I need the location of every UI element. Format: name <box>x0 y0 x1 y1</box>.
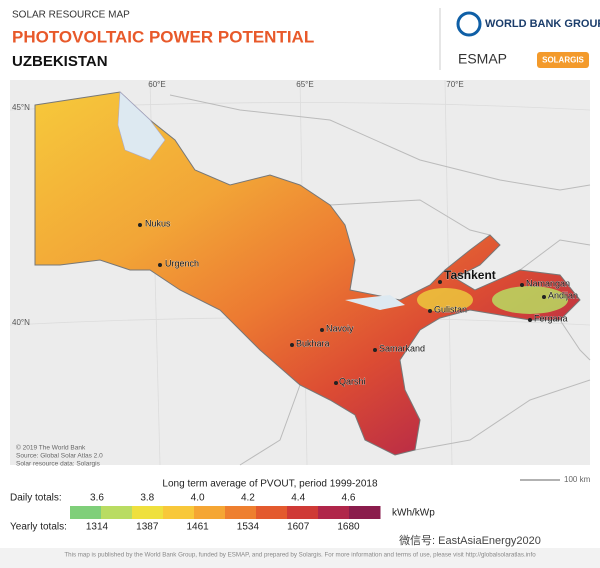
footer-bar <box>0 548 600 568</box>
city-label: Gulistan <box>434 304 467 314</box>
fergana-valley <box>492 286 568 314</box>
city-dot <box>138 223 142 227</box>
credit: Solar resource data: Solargis <box>16 461 101 468</box>
latitude-label: 40°N <box>12 318 30 327</box>
city-label: Tashkent <box>444 268 496 282</box>
city-label: Qarshi <box>339 376 366 386</box>
city-label: Namangan <box>526 278 570 288</box>
wb-logo <box>456 11 482 37</box>
legend-swatch <box>163 506 195 519</box>
daily-value: 3.8 <box>140 493 154 504</box>
yearly-value: 1680 <box>337 522 360 533</box>
solargis-badge <box>537 52 589 68</box>
city-label: Fergana <box>534 313 568 323</box>
title: PHOTOVOLTAIC POWER POTENTIAL <box>12 27 314 46</box>
country-shape <box>34 91 581 456</box>
daily-value: 4.2 <box>241 493 255 504</box>
country: UZBEKISTAN <box>12 53 108 70</box>
aral-sea <box>117 91 166 161</box>
yearly-value: 1314 <box>86 522 109 533</box>
watermark: 微信号: EastAsiaEnergy2020 <box>399 533 541 547</box>
city-dot <box>438 280 442 284</box>
city-label: Andijan <box>548 290 578 300</box>
daily-value: 3.6 <box>90 493 104 504</box>
daily-value: 4.6 <box>342 493 356 504</box>
city-dot <box>520 283 524 287</box>
legend-swatch <box>194 506 226 519</box>
city-dot <box>528 318 532 322</box>
legend-swatch <box>349 506 381 519</box>
lake <box>345 295 405 310</box>
longitude-label: 60°E <box>148 80 165 89</box>
yearly-value: 1607 <box>287 522 310 533</box>
city-dot <box>334 381 338 385</box>
credit: Source: Global Solar Atlas 2.0 <box>16 453 103 460</box>
yearly-value: 1461 <box>186 522 209 533</box>
legend-swatch <box>70 506 102 519</box>
kicker: SOLAR RESOURCE MAP <box>12 10 130 21</box>
legend-caption: Long term average of PVOUT, period 1999-… <box>162 479 378 490</box>
city-label: Navoiy <box>326 323 354 333</box>
city-label: Urgench <box>165 258 199 268</box>
city-label: Samarkand <box>379 343 425 353</box>
daily-label: Daily totals: <box>10 493 62 504</box>
neighbor-borders <box>169 94 591 466</box>
yearly-label: Yearly totals: <box>10 522 67 533</box>
legend-swatch <box>256 506 288 519</box>
wb-text: WORLD BANK GROUP <box>485 18 600 30</box>
scale-label: 100 km <box>564 475 591 484</box>
legend-unit: kWh/kWp <box>392 508 435 519</box>
footer: This map is published by the World Bank … <box>64 552 536 559</box>
daily-value: 4.0 <box>191 493 205 504</box>
city-dot <box>542 295 546 299</box>
city-label: Bukhara <box>296 338 330 348</box>
daily-value: 4.4 <box>291 493 305 504</box>
credit: © 2019 The World Bank <box>16 444 86 452</box>
legend-swatch <box>132 506 164 519</box>
esmap-text: ESMAP <box>458 51 507 67</box>
city-dot <box>428 309 432 313</box>
yearly-value: 1387 <box>136 522 159 533</box>
legend-swatch <box>225 506 257 519</box>
city-dot <box>320 328 324 332</box>
city-dot <box>373 348 377 352</box>
longitude-label: 70°E <box>446 80 463 89</box>
legend-swatch <box>101 506 133 519</box>
legend-swatch <box>318 506 350 519</box>
latitude-label: 45°N <box>12 103 30 112</box>
yearly-value: 1534 <box>237 522 260 533</box>
city-label: Nukus <box>145 218 171 228</box>
solargis-text: SOLARGIS <box>542 56 584 65</box>
tashkent-area <box>417 288 473 312</box>
city-dot <box>158 263 162 267</box>
legend-swatch <box>287 506 319 519</box>
city-dot <box>290 343 294 347</box>
longitude-label: 65°E <box>296 80 313 89</box>
